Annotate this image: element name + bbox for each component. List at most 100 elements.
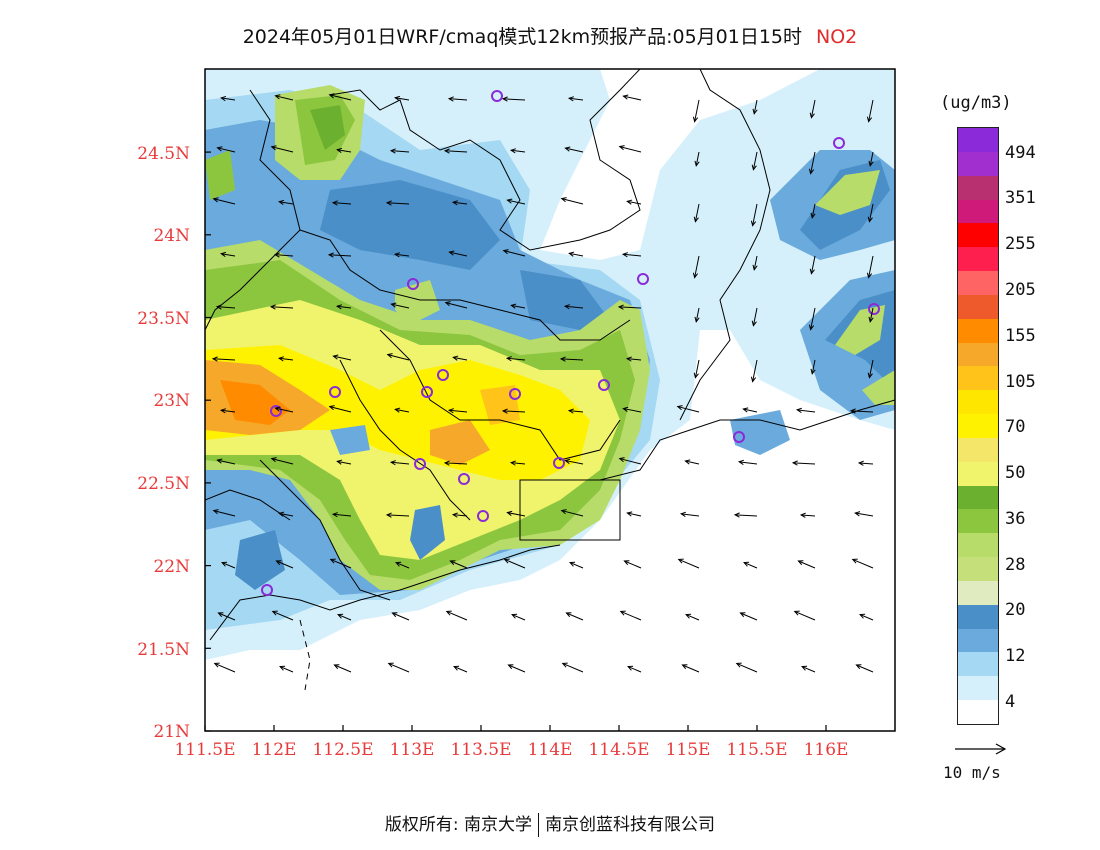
colorbar-label: 494: [1005, 143, 1036, 163]
colorbar-label: 28: [1005, 555, 1026, 575]
wind-arrow: [387, 202, 410, 205]
wind-arrow: [811, 359, 816, 374]
wind-arrow-head: [737, 459, 745, 465]
wind-arrow-head: [220, 251, 227, 258]
wind-arrow: [810, 99, 816, 118]
colorbar-segment: [958, 414, 998, 439]
wind-arrow-head: [390, 302, 397, 308]
wind-arrow: [619, 146, 642, 153]
wind-arrow-head: [270, 457, 277, 463]
wind-arrow: [619, 306, 642, 309]
wind-arrow-head: [274, 406, 281, 412]
wind-arrow: [851, 410, 874, 413]
city-marker: [407, 278, 419, 290]
wind-arrow-head: [269, 304, 276, 310]
colorbar-segment: [958, 628, 998, 653]
wind-arrow: [271, 458, 294, 465]
wind-arrow-head: [809, 112, 815, 119]
wind-arrow-head: [329, 558, 336, 564]
wind-arrow-head: [501, 408, 508, 414]
colorbar-segment: [958, 151, 998, 177]
wind-arrow-head: [387, 662, 394, 668]
wind-arrow: [569, 562, 584, 569]
colorbar-label: 36: [1005, 509, 1026, 529]
wind-arrow: [337, 149, 352, 153]
wind-arrow: [752, 359, 758, 382]
wind-arrow: [221, 97, 236, 101]
wind-arrow: [450, 560, 468, 569]
wind-arrow: [694, 359, 700, 378]
wind-arrow-head: [797, 560, 804, 566]
lon-label: 113E: [389, 740, 435, 760]
wind-arrow: [752, 151, 758, 170]
wind-arrow-head: [618, 457, 625, 463]
city-marker: [491, 90, 503, 102]
wind-arrow-head: [327, 252, 334, 258]
wind-arrow: [330, 558, 352, 569]
lat-label: 23N: [153, 391, 190, 411]
wind-arrow-head: [385, 512, 392, 518]
colorbar-label: 255: [1005, 234, 1036, 254]
wind-arrow-head: [679, 511, 687, 517]
wind-arrow: [508, 664, 526, 673]
wind-arrow-head: [681, 664, 688, 670]
wind-arrow: [752, 307, 758, 326]
colorbar: [957, 127, 999, 725]
wind-arrow-head: [277, 356, 284, 362]
wind-arrow: [387, 354, 410, 361]
wind-arrow-head: [621, 252, 628, 258]
wind-arrow: [333, 355, 352, 361]
wind-arrow: [868, 203, 874, 222]
wind-arrow: [753, 99, 758, 114]
wind-arrow: [868, 99, 874, 122]
colorbar-label: 12: [1005, 646, 1026, 666]
wind-arrow: [279, 357, 294, 361]
wind-arrow: [445, 462, 468, 465]
city-marker: [637, 273, 649, 285]
wind-arrow: [743, 408, 758, 413]
wind-arrow: [682, 664, 700, 673]
colorbar-segment: [958, 223, 998, 248]
lon-label: 114.5E: [588, 740, 650, 760]
wind-arrow: [694, 255, 700, 278]
city-marker: [833, 137, 845, 149]
wind-arrow-head: [278, 511, 285, 517]
colorbar-segment: [958, 294, 998, 320]
wind-arrow-head: [559, 356, 566, 362]
wind-arrow: [504, 558, 526, 569]
wind-arrow: [279, 201, 294, 205]
wind-arrow-head: [627, 665, 634, 671]
wind-arrow: [329, 254, 352, 257]
wind-arrow: [623, 253, 642, 257]
axis-ticks: [204, 151, 827, 732]
wind-vectors: [211, 93, 874, 673]
wind-arrow-head: [389, 148, 396, 154]
city-marker: [437, 369, 449, 381]
wind-arrow: [337, 614, 352, 621]
wind-arrow-head: [568, 251, 575, 257]
wind-arrow: [507, 512, 526, 517]
wind-arrow-head: [859, 613, 866, 619]
wind-arrow-head: [216, 146, 223, 152]
wind-arrow: [507, 199, 526, 205]
wind-arrow-head: [278, 199, 285, 206]
lat-label: 21N: [153, 722, 190, 742]
wind-arrow-head: [866, 272, 873, 279]
title-text: 2024年05月01日WRF/cmaq模式12km预报产品:05月01日15时: [242, 26, 803, 48]
copyright-left: 版权所有: 南京大学: [384, 815, 533, 835]
wind-arrow-head: [625, 356, 632, 362]
wind-arrow-head: [810, 212, 816, 219]
wind-arrow-head: [793, 610, 800, 616]
wind-arrow-head: [694, 160, 700, 167]
wind-arrow-head: [510, 303, 517, 309]
wind-arrow-head: [501, 96, 508, 102]
wind-arrow-head: [509, 148, 516, 154]
wind-arrow-head: [750, 376, 757, 383]
wind-arrow-head: [799, 512, 806, 518]
lon-label: 114E: [527, 740, 573, 760]
footer-divider: [538, 813, 540, 837]
wind-arrow: [868, 359, 874, 378]
wind-arrow-head: [447, 96, 454, 102]
wind-arrow: [217, 147, 236, 153]
